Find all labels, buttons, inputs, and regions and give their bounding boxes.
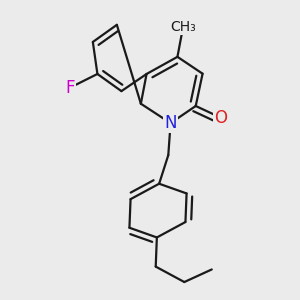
Text: F: F	[65, 79, 75, 97]
Text: O: O	[214, 109, 227, 127]
Text: N: N	[164, 114, 177, 132]
Text: CH₃: CH₃	[170, 20, 196, 34]
